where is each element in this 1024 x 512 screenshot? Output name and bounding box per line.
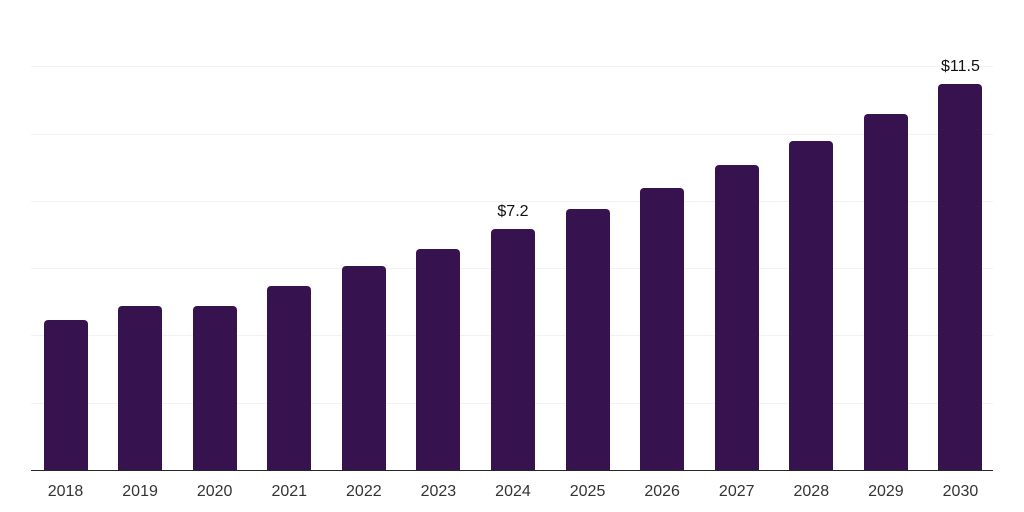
x-tick-label-2023: 2023 (420, 483, 457, 500)
bar-2018[interactable] (43, 319, 88, 471)
x-axis-line (31, 469, 993, 471)
plot-area: $7.2 $11.5 (31, 0, 993, 471)
x-tick-label-2028: 2028 (793, 483, 830, 500)
x-tick-label-2019: 2019 (122, 483, 158, 500)
bar-2020[interactable] (192, 306, 237, 471)
x-tick-label-2024: 2024 (495, 483, 531, 500)
x-tick-label-2030: 2030 (942, 483, 979, 500)
bar-2027[interactable] (714, 164, 759, 471)
x-tick-label-2029: 2029 (868, 483, 904, 500)
bar-2029[interactable] (863, 114, 908, 471)
bar-2030[interactable] (938, 84, 983, 471)
data-label-2024: $7.2 (497, 202, 529, 220)
x-tick-label-2026: 2026 (644, 483, 680, 500)
bar-2022[interactable] (341, 265, 386, 471)
x-tick-label-2018: 2018 (47, 483, 84, 500)
bar-2028[interactable] (789, 141, 834, 471)
x-tick-label-2025: 2025 (569, 483, 606, 500)
x-tick-label-2022: 2022 (346, 483, 382, 500)
x-tick-label-2027: 2027 (718, 483, 755, 500)
x-tick-label-2021: 2021 (271, 483, 308, 500)
x-tick-label-2020: 2020 (196, 483, 233, 500)
bar-2021[interactable] (267, 285, 312, 471)
data-label-2030: $11.5 (941, 58, 980, 76)
bar-2019[interactable] (118, 306, 163, 471)
gridline (31, 200, 993, 202)
gridline (31, 133, 993, 135)
bar-2024[interactable] (490, 228, 535, 471)
bar-2023[interactable] (416, 248, 461, 471)
bar-2025[interactable] (565, 208, 610, 471)
gridline (31, 66, 993, 68)
bar-2026[interactable] (640, 188, 685, 471)
x-axis-labels: 2018 2019 2020 2021 2022 2023 2024 2025 2026 2027… (31, 483, 993, 505)
